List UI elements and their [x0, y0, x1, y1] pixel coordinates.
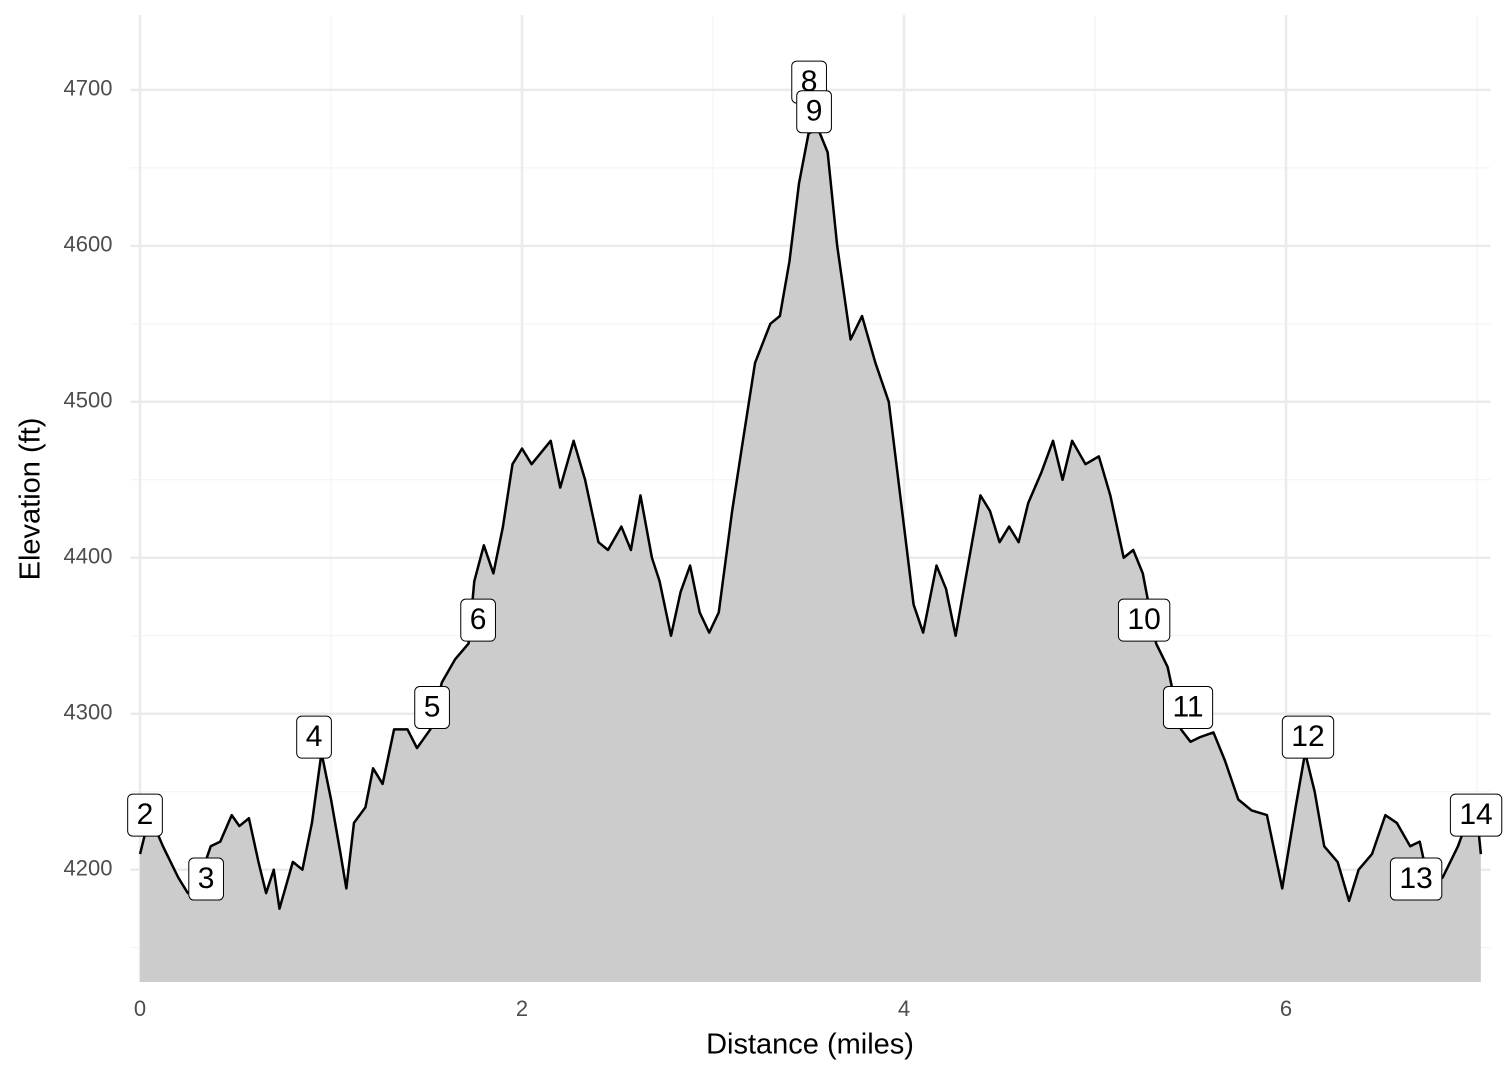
area: [140, 128, 1481, 982]
waypoint-label: 14: [1449, 793, 1503, 837]
waypoint-box: [296, 715, 332, 759]
x-axis-title: Distance (miles): [706, 1029, 914, 1061]
x-tick-label: 2: [516, 996, 528, 1021]
y-tick-label: 4700: [64, 76, 113, 101]
waypoint-label: 4: [296, 715, 332, 759]
waypoint-label: 11: [1162, 685, 1214, 729]
waypoint-label: 13: [1389, 857, 1443, 901]
waypoint-label: 3: [188, 857, 224, 901]
y-tick-label: 4400: [64, 544, 113, 569]
waypoint-label: 9: [796, 90, 832, 134]
x-tick-label: 0: [134, 996, 146, 1021]
waypoint-label: 2: [127, 793, 163, 837]
waypoint-box: [188, 857, 224, 901]
waypoint-text: 9: [806, 95, 823, 128]
waypoint-text: 4: [306, 720, 323, 753]
x-tick-label: 6: [1280, 996, 1292, 1021]
waypoint-box: [1117, 598, 1171, 642]
waypoint-text: 11: [1172, 690, 1203, 723]
waypoint-text: 5: [424, 690, 441, 723]
waypoint-text: 13: [1399, 862, 1432, 895]
y-tick-label: 4500: [64, 388, 113, 413]
waypoint-text: 8: [801, 65, 818, 98]
waypoint-box: [1162, 685, 1214, 729]
waypoint-text: 12: [1291, 720, 1324, 753]
y-axis-title: Elevation (ft): [15, 418, 47, 581]
y-tick-label: 4300: [64, 700, 113, 725]
waypoint-box: [1449, 793, 1503, 837]
waypoint-box: [1281, 715, 1335, 759]
y-tick-label: 4200: [64, 856, 113, 881]
waypoint-label: 6: [460, 598, 496, 642]
waypoint-text: 6: [470, 603, 487, 636]
waypoint-box: [460, 598, 496, 642]
waypoint-label: 12: [1281, 715, 1335, 759]
waypoint-text: 14: [1459, 798, 1492, 831]
waypoint-box: [127, 793, 163, 837]
waypoint-label: 5: [414, 685, 450, 729]
waypoint-box: [414, 685, 450, 729]
waypoint-label: 10: [1117, 598, 1171, 642]
waypoint-text: 2: [137, 798, 154, 831]
waypoint-text: 3: [198, 862, 215, 895]
waypoint-box: [796, 90, 832, 134]
waypoint-box: [1389, 857, 1443, 901]
x-tick-label: 4: [898, 996, 910, 1021]
waypoint-text: 10: [1127, 603, 1160, 636]
line: [138, 127, 1483, 910]
y-tick-label: 4600: [64, 232, 113, 257]
